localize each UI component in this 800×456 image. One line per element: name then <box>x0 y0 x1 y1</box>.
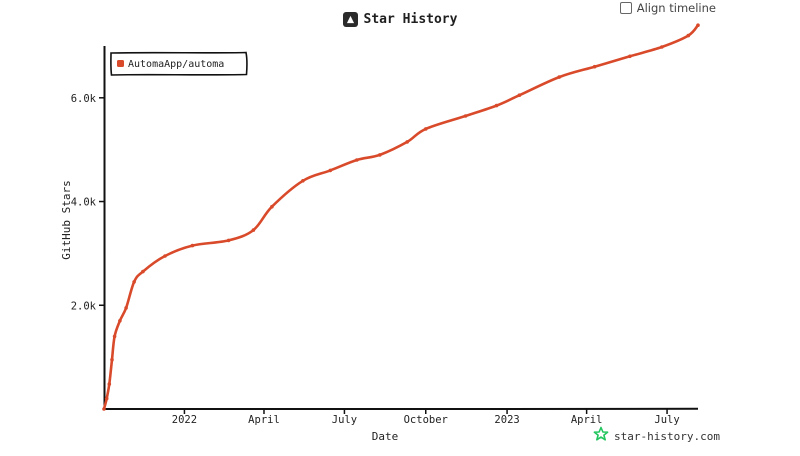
series-point <box>107 382 112 386</box>
legend-swatch-automa <box>117 60 124 67</box>
chart-axes <box>103 45 699 411</box>
series-point <box>592 64 597 69</box>
align-timeline-label: Align timeline <box>636 1 716 15</box>
align-timeline-toggle[interactable]: Align timeline <box>619 0 716 16</box>
series-point <box>104 396 109 401</box>
series-layer <box>102 23 700 411</box>
legend[interactable]: AutomaApp/automa <box>110 51 248 76</box>
series-point <box>463 114 468 118</box>
align-timeline-checkbox[interactable] <box>619 2 632 14</box>
chart-header: Star History <box>0 8 800 30</box>
y-axis-ticks: 2.0k 4.0k 6.0k <box>71 93 104 312</box>
series-point <box>110 357 114 362</box>
x-axis-title: Date <box>372 430 399 443</box>
series-point <box>163 254 167 258</box>
footer-brand[interactable]: star-history.com <box>593 426 720 446</box>
y-tick-label: 2.0k <box>71 300 97 312</box>
y-axis-title: GitHub Stars <box>60 180 73 259</box>
series-point <box>355 158 359 162</box>
y-tick-label: 6.0k <box>71 93 97 105</box>
series-point <box>424 127 428 131</box>
series-point <box>301 179 305 183</box>
series-point <box>118 319 122 323</box>
series-point <box>141 269 145 274</box>
series-line-automa <box>102 23 700 411</box>
series-point <box>124 306 128 310</box>
star-history-green-star-icon <box>593 426 609 446</box>
series-point <box>328 168 333 173</box>
x-tick-label: April <box>248 414 280 426</box>
y-tick-label: 4.0k <box>71 197 97 209</box>
series-point <box>696 23 700 28</box>
series-point <box>660 45 664 49</box>
series-point <box>112 334 117 339</box>
series-point <box>378 153 382 157</box>
series-point <box>628 54 632 59</box>
series-point <box>270 204 274 209</box>
series-point <box>494 103 499 108</box>
x-tick-label: July <box>654 414 679 426</box>
series-point <box>190 243 195 248</box>
series-point <box>251 228 256 232</box>
legend-box <box>110 51 248 76</box>
footer-brand-text: star-history.com <box>614 429 720 443</box>
series-point <box>686 33 691 38</box>
series-point <box>405 140 410 144</box>
series-point <box>132 280 136 284</box>
star-history-logo-icon <box>342 11 358 27</box>
series-point <box>226 238 231 243</box>
series-point <box>557 75 561 79</box>
series-point <box>102 407 106 411</box>
x-tick-label: 2023 <box>494 414 519 426</box>
x-tick-label: 2022 <box>172 414 197 426</box>
x-tick-label: October <box>404 414 448 426</box>
x-axis-ticks: 2022 April July October 2023 April July <box>172 409 680 426</box>
legend-label-automa: AutomaApp/automa <box>128 59 224 70</box>
series-point <box>517 93 522 97</box>
x-tick-label: July <box>332 414 357 426</box>
x-tick-label: April <box>571 414 603 426</box>
chart-title: Star History <box>363 11 458 27</box>
